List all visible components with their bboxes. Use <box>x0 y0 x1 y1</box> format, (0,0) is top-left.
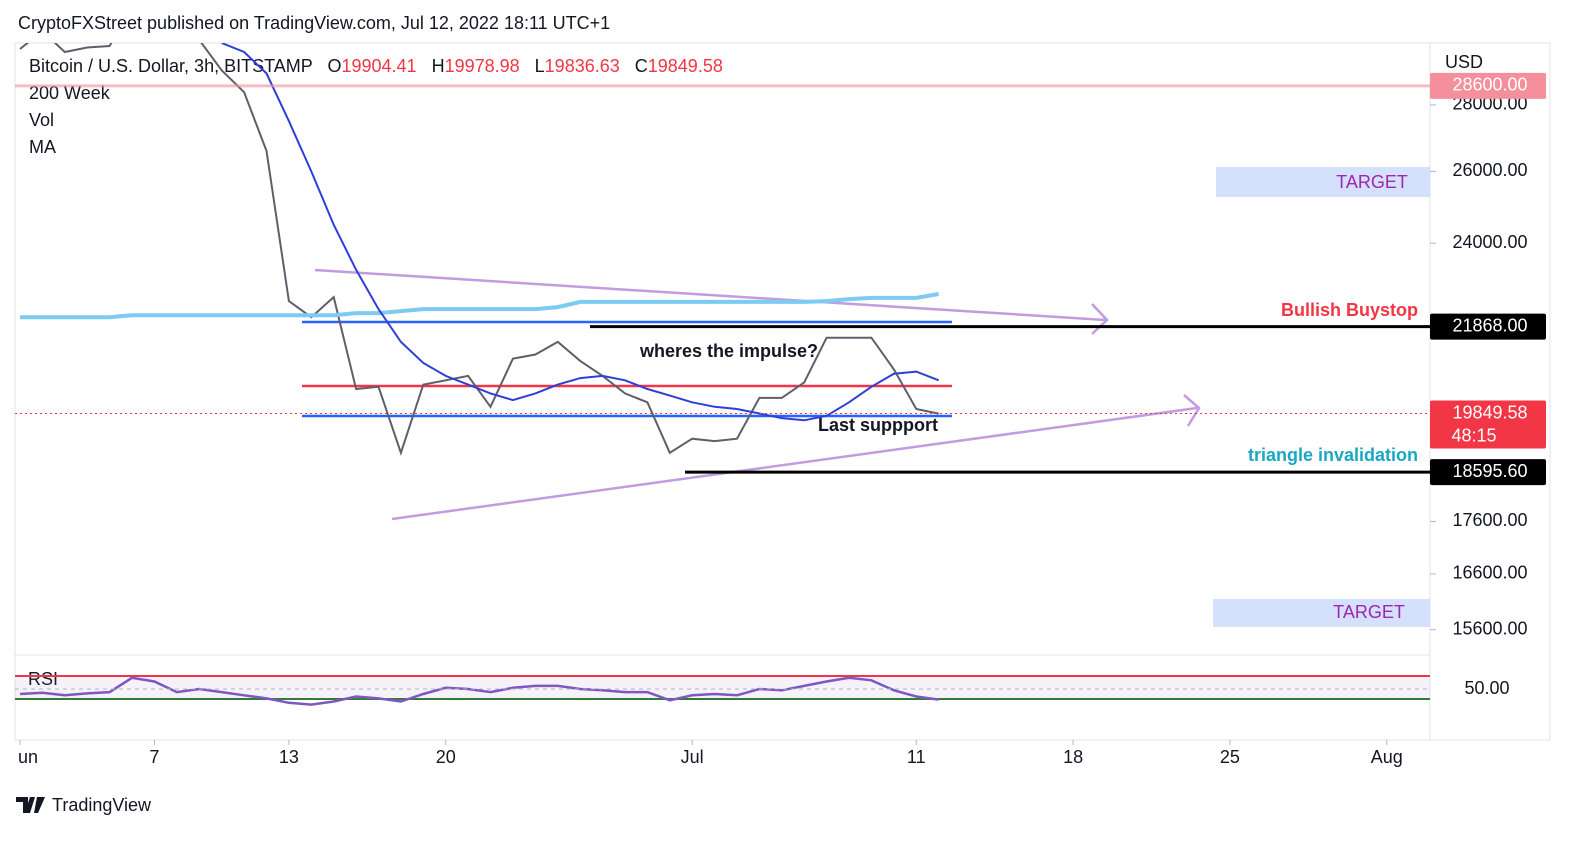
ohlc-value: 19904.41 <box>341 56 416 76</box>
legend-item: 200 Week <box>29 83 111 103</box>
price-label-box <box>1430 459 1546 486</box>
annotation: wheres the impulse? <box>639 341 818 361</box>
ohlc-label: H <box>432 56 445 76</box>
x-tick-label: Aug <box>1371 747 1403 767</box>
y-tick-label: 17600.00 <box>1452 510 1527 530</box>
x-tick-label: 13 <box>279 747 299 767</box>
x-tick-label: Jul <box>681 747 704 767</box>
frame <box>14 42 1551 741</box>
header: CryptoFXStreet published on TradingView.… <box>18 13 610 33</box>
countdown: 48:15 <box>1451 425 1496 445</box>
rsi-band <box>15 676 1430 699</box>
x-tick-label: 7 <box>149 747 159 767</box>
price-label: 18595.60 <box>1452 461 1527 481</box>
price-label-box <box>1430 400 1546 449</box>
footer: TradingView <box>52 795 152 815</box>
symbol: Bitcoin / U.S. Dollar, 3h, BITSTAMP <box>29 56 313 76</box>
series-line <box>19 43 939 456</box>
x-tick-label: un <box>18 747 38 767</box>
arrow <box>1183 394 1201 427</box>
legend-item: MA <box>29 137 56 157</box>
legend-title: Bitcoin / U.S. Dollar, 3h, BITSTAMP O199… <box>29 56 723 76</box>
ohlc-label: L <box>535 56 545 76</box>
arrow <box>1091 303 1109 335</box>
y-tick-label: 26000.00 <box>1452 160 1527 180</box>
rsi-label: RSI <box>28 669 58 689</box>
price-label-box <box>1430 72 1546 99</box>
price-label: 19849.58 <box>1452 402 1527 422</box>
price-label-box <box>1430 313 1546 340</box>
series-line <box>20 292 940 320</box>
triangle-lower <box>391 406 1198 521</box>
price-label: 28600.00 <box>1452 75 1527 95</box>
x-tick-label: 18 <box>1063 747 1083 767</box>
target-box <box>1213 599 1430 627</box>
annotation: triangle invalidation <box>1248 445 1418 465</box>
ohlc-label: O <box>327 56 341 76</box>
logo <box>16 797 45 813</box>
legend-item: Vol <box>29 110 54 130</box>
currency: USD <box>1445 52 1483 72</box>
y-tick-label: 15600.00 <box>1452 618 1527 638</box>
annotation: Bullish Buystop <box>1281 300 1418 320</box>
ohlc-value: 19849.58 <box>648 56 723 76</box>
target: TARGET <box>1336 172 1408 192</box>
ohlc-value: 19978.98 <box>445 56 520 76</box>
ohlc-label: C <box>635 56 648 76</box>
triangle-upper <box>314 268 1106 322</box>
annotation: Last suppport <box>818 415 938 435</box>
target-box <box>1216 167 1430 197</box>
x-tick-label: 25 <box>1220 747 1240 767</box>
price-label: 21868.00 <box>1452 315 1527 335</box>
target: TARGET <box>1333 602 1405 622</box>
y-tick-label: 16600.00 <box>1452 563 1527 583</box>
x-tick-label: 20 <box>436 747 456 767</box>
series-line <box>221 43 940 422</box>
rsi-tick-label: 50.00 <box>1464 678 1509 698</box>
y-tick-label: 24000.00 <box>1452 232 1527 252</box>
rsi-line <box>19 676 939 706</box>
x-tick-label: 11 <box>907 747 926 767</box>
plot <box>19 43 940 706</box>
ohlc-value: 19836.63 <box>545 56 620 76</box>
